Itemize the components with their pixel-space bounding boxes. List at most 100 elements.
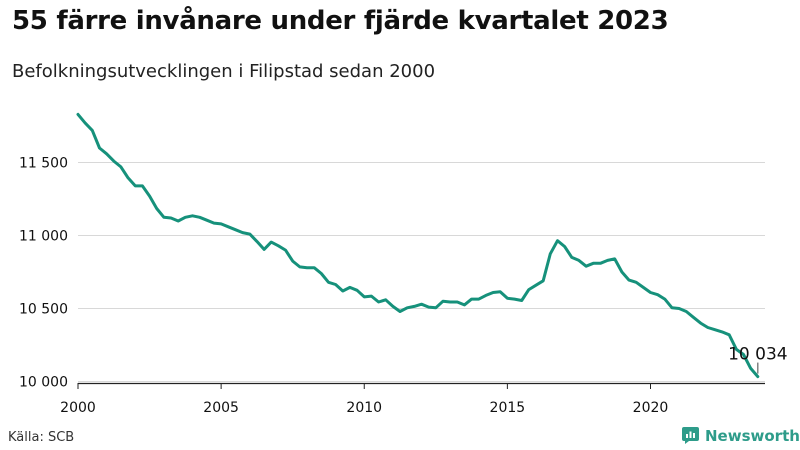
data-point [427,305,431,309]
data-point [627,278,631,282]
data-point [126,176,130,180]
data-point [334,282,338,286]
data-point [76,112,80,116]
series-line [76,112,760,379]
data-point [584,264,588,268]
data-point [312,266,316,270]
data-point [362,295,366,299]
data-point [377,300,381,304]
x-tick-label: 2020 [633,400,669,416]
gridlines [78,162,765,383]
data-point [305,266,309,270]
data-point [205,218,209,222]
data-point [119,165,123,169]
data-point [656,293,660,297]
data-point [498,290,502,294]
x-tick-label: 2000 [60,400,96,416]
data-point [684,309,688,313]
data-point [183,215,187,219]
data-point [233,228,237,232]
data-point [326,280,330,284]
data-point [570,255,574,259]
chart-title: 55 färre invånare under fjärde kvartalet… [12,6,669,36]
data-point [541,279,545,283]
data-point [641,285,645,289]
data-point [462,303,466,307]
data-point [706,326,710,330]
chart-subtitle: Befolkningsutvecklingen i Filipstad seda… [12,61,436,82]
data-point [226,225,230,229]
data-point [727,333,731,337]
data-point [663,297,667,301]
data-point [420,302,424,306]
data-point [548,252,552,256]
data-point [269,240,273,244]
data-point [527,288,531,292]
data-point [212,221,216,225]
data-point [191,214,195,218]
data-point [105,152,109,156]
data-point [756,375,760,379]
data-point [369,294,373,298]
data-point [112,159,116,163]
data-point [97,146,101,150]
brand-name: Newsworthy [705,426,800,445]
data-point [555,239,559,243]
data-point [348,285,352,289]
x-tick-label: 2005 [203,400,239,416]
data-point [176,219,180,223]
data-point [634,280,638,284]
annotation-label: 10 034 [728,345,787,365]
data-point [319,272,323,276]
data-point [412,304,416,308]
data-point [398,309,402,313]
data-point [219,222,223,226]
x-axis [77,382,765,389]
data-point [448,300,452,304]
data-point [455,300,459,304]
data-point [691,315,695,319]
data-point [248,232,252,236]
data-point [155,207,159,211]
y-axis: 10 000 10 500 11 000 11 500 [19,156,68,391]
x-tick-label: 2010 [346,400,382,416]
data-point [298,265,302,269]
data-point [133,184,137,188]
data-point [670,306,674,310]
x-tick-label: 2015 [490,400,526,416]
data-point [162,215,166,219]
data-point [620,270,624,274]
data-point [563,245,567,249]
source-note: Källa: SCB [8,430,75,445]
data-point [699,321,703,325]
data-point [513,297,517,301]
data-point [140,184,144,188]
y-tick-label: 10 500 [19,302,68,318]
data-point [613,257,617,261]
data-point [505,296,509,300]
data-point [606,258,610,262]
data-point [384,298,388,302]
data-point [434,306,438,310]
data-point [341,289,345,293]
data-point [720,330,724,334]
data-point [90,128,94,132]
data-point [441,299,445,303]
data-point [749,366,753,370]
newsworthy-logo-icon [682,427,699,444]
y-tick-label: 11 000 [19,229,68,245]
annotation: 10 034 [728,345,788,374]
data-point [284,248,288,252]
data-point [649,290,653,294]
line-chart: 10 000 10 500 11 000 11 500 2000 2005 2010 201… [19,112,788,416]
brand[interactable]: Newsworthy [681,426,800,445]
data-point [291,259,295,263]
data-point [241,231,245,235]
data-point [598,261,602,265]
data-point [677,307,681,311]
y-tick-label: 10 000 [19,375,68,391]
data-point [484,293,488,297]
data-point [534,283,538,287]
data-point [577,258,581,262]
data-point [255,239,259,243]
